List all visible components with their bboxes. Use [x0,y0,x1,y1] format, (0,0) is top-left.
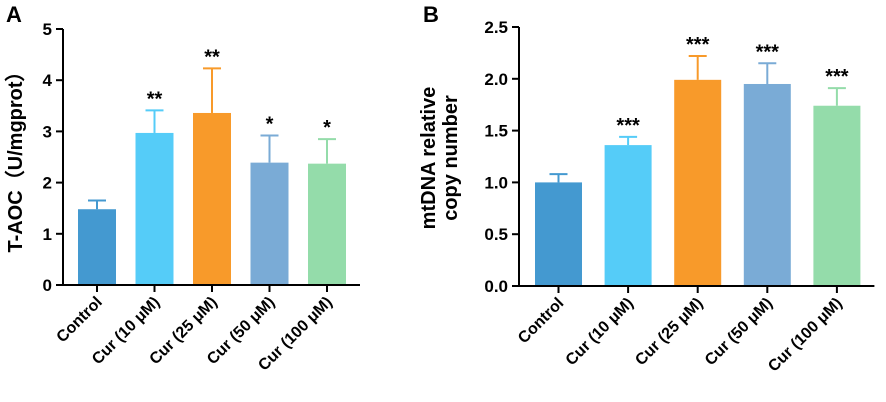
y-tick-label: 1.5 [484,122,508,141]
category-label: Control [54,294,106,346]
bar [135,132,174,285]
y-axis-label: T-AOC（U/mgprot） [4,61,27,252]
significance-label: ** [204,46,220,68]
significance-label: *** [616,115,640,137]
bar [78,209,116,285]
y-tick-label: 2.5 [484,18,508,37]
bar [813,105,861,287]
panel-label: A [6,2,22,27]
y-axis-label-line: mtDNA relative [418,87,440,230]
bar [674,79,722,286]
significance-label: ** [147,88,163,110]
y-tick-label: 2.0 [484,70,508,89]
chart-panel-a: AT-AOC（U/mgprot）Control**Cur (10 μM)**Cu… [4,2,360,374]
category-label: Cur (100 μM) [765,295,846,376]
y-tick-label: 0.0 [484,277,508,296]
category-label: Cur (50 μM) [702,295,776,369]
y-tick-label: 5 [43,20,52,39]
y-tick-label: 1.0 [484,173,508,192]
y-tick-label: 0 [43,276,52,295]
significance-label: *** [756,41,780,63]
y-axis-label-line: copy number [440,95,462,221]
category-label: Cur (25 μM) [632,295,706,369]
significance-label: * [323,117,331,139]
bar [604,145,652,286]
y-tick-label: 3 [43,122,52,141]
bar [250,162,289,285]
significance-label: *** [686,34,710,56]
y-tick-label: 2 [43,174,52,193]
bar [308,163,346,285]
y-axis-label: mtDNA relativecopy number [418,87,462,230]
panel-label: B [423,2,439,27]
significance-label: * [266,113,274,135]
bar [743,83,791,286]
category-label: Control [515,295,567,347]
significance-label: *** [825,66,849,88]
y-tick-label: 1 [43,225,52,244]
bar [535,182,582,286]
y-tick-label: 4 [43,71,53,90]
category-label: Cur (10 μM) [563,295,637,369]
y-tick-label: 0.5 [484,225,508,244]
bar [193,112,231,285]
